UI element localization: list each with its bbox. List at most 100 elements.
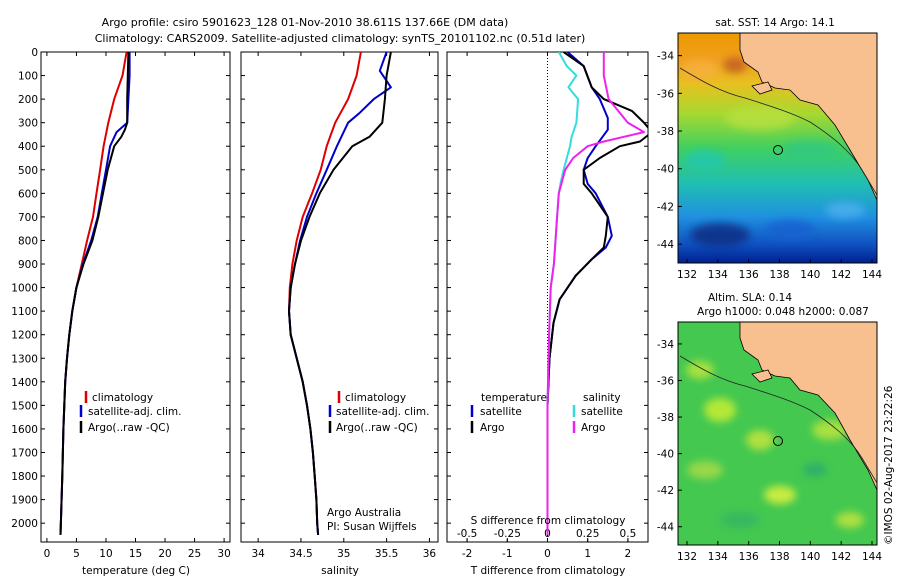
map-x-tick-label: 134: [708, 551, 728, 563]
x-tick-label: 34.5: [289, 548, 312, 560]
legend-label-temp-satellite: satellite: [480, 406, 522, 418]
map-x-tick-label: 144: [862, 551, 882, 563]
series-argo-raw-qc: [59, 52, 130, 535]
y-tick-label: 0: [31, 47, 38, 59]
argo-australia-note: Argo Australia: [327, 507, 401, 519]
difference-xlabel: T difference from climatology: [470, 565, 626, 577]
y-tick-label: 700: [18, 212, 38, 224]
map-x-tick-label: 138: [769, 269, 789, 281]
map-x-tick-label: 142: [831, 269, 851, 281]
series-satellite-adj-clim: [59, 52, 131, 535]
x2-tick-label: 0.25: [576, 528, 599, 540]
series-climatology: [59, 52, 128, 535]
profile-title: Argo profile: csiro 5901623_128 01-Nov-2…: [102, 16, 509, 29]
x-tick-label: 34: [251, 548, 265, 560]
y-tick-label: 200: [18, 94, 38, 106]
map-x-tick-label: 144: [862, 269, 882, 281]
series-salinity-argo: [546, 52, 645, 535]
difference-legend: temperature satellite Argo salinity sate…: [470, 392, 623, 434]
legend-label-temp-argo: Argo: [480, 422, 504, 434]
x2-tick-label: -0.5: [457, 528, 478, 540]
map-y-tick-label: -44: [657, 239, 674, 251]
x-tick-label: 35: [337, 548, 350, 560]
sst-texture: [682, 57, 865, 247]
map-x-tick-label: 136: [739, 269, 759, 281]
x-tick-label: 20: [158, 548, 171, 560]
y-tick-label: 500: [18, 165, 38, 177]
sst-map-axes: -34 -36 -38 -40 -42 -44 132 134 136 138 140 142 144: [657, 51, 882, 281]
map-y-tick-label: -42: [657, 485, 674, 497]
map-x-tick-label: 136: [739, 551, 759, 563]
y-tick-label: 300: [18, 118, 38, 130]
map-y-tick-label: -38: [657, 126, 674, 138]
x-tick-label: 35.5: [375, 548, 398, 560]
salinity-legend: climatology satellite-adj. clim. Argo(..…: [328, 391, 429, 434]
x-tick-label: 0: [544, 548, 551, 560]
x-tick-label: 25: [188, 548, 201, 560]
x-tick-label: 2: [625, 548, 632, 560]
map-y-tick-label: -44: [657, 522, 674, 534]
sst-map-title: sat. SST: 14 Argo: 14.1: [715, 17, 835, 29]
sla-argo-location-marker: [773, 436, 783, 446]
sst-contour: [679, 67, 878, 196]
y-tick-label: 1300: [11, 353, 38, 365]
legend-label-sal-satellite: satellite: [581, 406, 623, 418]
map-x-tick-label: 140: [800, 551, 820, 563]
x-tick-label: -1: [502, 548, 512, 560]
legend-label-climatology: climatology: [345, 392, 406, 404]
map-x-tick-label: 142: [831, 551, 851, 563]
x-tick-label: 1: [584, 548, 591, 560]
x-tick-label: 0: [44, 548, 51, 560]
temperature-xlabel: temperature (deg C): [82, 565, 190, 577]
y-tick-label: 1100: [11, 306, 38, 318]
y-tick-label: 1500: [11, 400, 38, 412]
difference-xlabel-salinity: S difference from climatology: [471, 515, 626, 527]
salinity-xlabel: salinity: [321, 565, 359, 577]
sla-map-axes: -34 -36 -38 -40 -42 -44 132 134 136 138 140 142 144: [657, 339, 882, 563]
legend-label-satellite: satellite-adj. clim.: [336, 406, 429, 418]
temperature-legend: climatology satellite-adj. clim. Argo(..…: [79, 391, 181, 434]
y-tick-label: 2000: [11, 518, 38, 530]
legend-label-argo: Argo(..raw -QC): [336, 422, 418, 434]
y-tick-label: 1000: [11, 283, 38, 295]
x-tick-label: 5: [73, 548, 80, 560]
y-tick-label: 1700: [11, 447, 38, 459]
series-argo-raw-qc: [288, 52, 392, 535]
x-tick-label: 36: [423, 548, 437, 560]
y-tick-label: 1200: [11, 330, 38, 342]
legend-temperature-heading: temperature: [481, 392, 547, 404]
map-y-tick-label: -36: [657, 88, 674, 100]
y-tick-label: 1600: [11, 424, 38, 436]
y-tick-label: 1400: [11, 377, 38, 389]
series-temperature-satellite: [546, 52, 613, 535]
sla-map: [677, 321, 878, 546]
x2-tick-label: 0.5: [620, 528, 637, 540]
map-y-tick-label: -38: [657, 412, 674, 424]
legend-label-climatology: climatology: [92, 392, 153, 404]
pi-note: PI: Susan Wijffels: [327, 521, 417, 533]
map-y-tick-label: -36: [657, 375, 674, 387]
sla-map-frame: [677, 321, 878, 546]
imos-credit: ©IMOS 02-Aug-2017 23:22:26: [883, 385, 895, 545]
sst-island: [751, 81, 773, 95]
y-tick-label: 1900: [11, 495, 38, 507]
salinity-plot-frame: [240, 51, 439, 543]
climatology-title: Climatology: CARS2009. Satellite-adjuste…: [95, 32, 586, 45]
sla-contour: [679, 355, 878, 484]
temperature-plot-frame: [40, 51, 231, 543]
map-x-tick-label: 140: [800, 269, 820, 281]
x2-tick-label: -0.25: [494, 528, 521, 540]
y-tick-label: 900: [18, 259, 38, 271]
temperature-chart: 0 5 10 15 20 25 300100200300400500600700800900…: [11, 47, 231, 560]
x-tick-label: 30: [217, 548, 230, 560]
sst-argo-location-marker: [773, 145, 783, 155]
legend-salinity-heading: salinity: [583, 392, 621, 404]
sst-map: [677, 32, 878, 264]
sst-land: [739, 32, 878, 201]
sla-map-subtitle: Argo h1000: 0.048 h2000: 0.087: [697, 306, 869, 318]
difference-chart: -2 -1 0 1 2-0.5 -0.25 0 0.25 0.5: [447, 51, 648, 560]
map-x-tick-label: 132: [677, 269, 697, 281]
map-x-tick-label: 138: [769, 551, 789, 563]
map-y-tick-label: -34: [657, 339, 674, 351]
